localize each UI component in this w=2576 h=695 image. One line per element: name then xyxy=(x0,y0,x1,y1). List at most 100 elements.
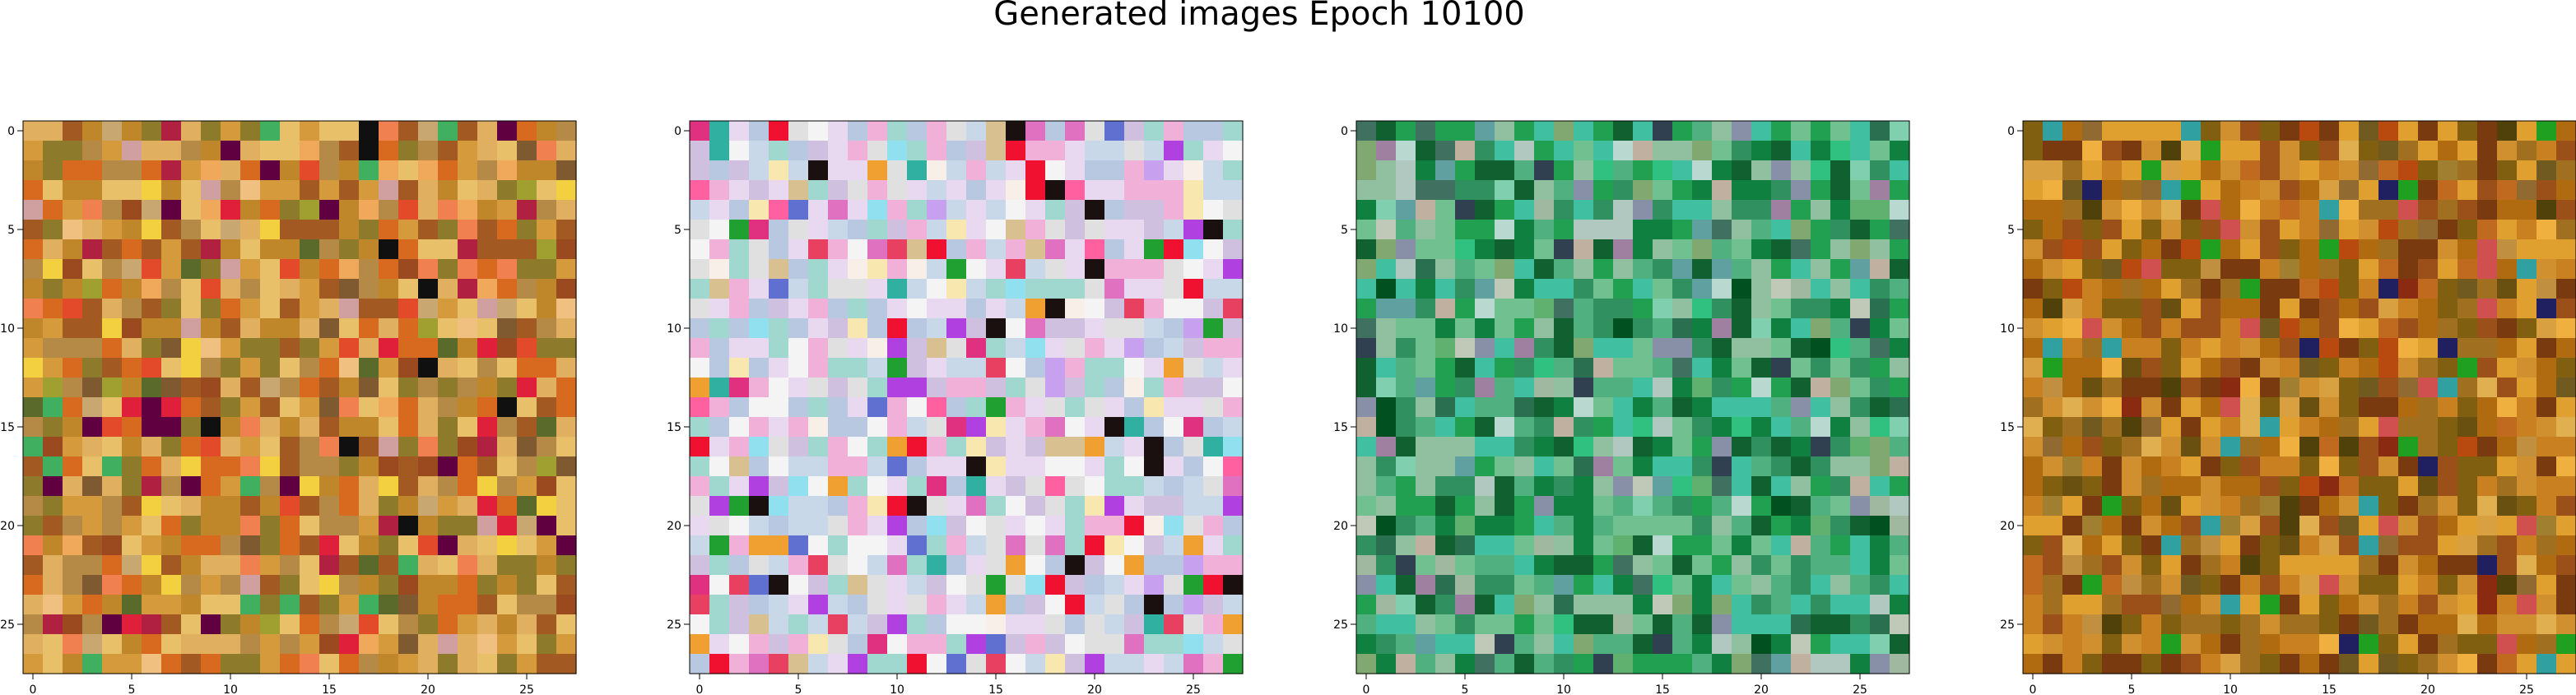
pixel-cell xyxy=(2536,614,2557,635)
pixel-cell xyxy=(1183,437,1204,457)
pixel-cell xyxy=(2457,516,2478,536)
pixel-cell xyxy=(1025,634,1046,655)
pixel-cell xyxy=(2398,535,2419,556)
pixel-cell xyxy=(1811,456,1831,477)
pixel-cell xyxy=(1593,476,1614,497)
pixel-cell xyxy=(23,516,44,536)
pixel-cell xyxy=(1633,654,1653,674)
pixel-cell xyxy=(2359,338,2379,359)
pixel-cell xyxy=(2201,259,2221,280)
pixel-cell xyxy=(359,220,379,240)
pixel-cell xyxy=(1830,239,1851,260)
pixel-cell xyxy=(1164,654,1184,674)
pixel-cell xyxy=(2161,516,2182,536)
pixel-cell xyxy=(63,634,83,655)
pixel-cell xyxy=(201,338,221,359)
pixel-cell xyxy=(1732,397,1752,418)
pixel-cell xyxy=(2438,121,2458,141)
pixel-cell xyxy=(1045,358,1066,378)
pixel-cell xyxy=(1870,476,1890,497)
pixel-cell xyxy=(161,476,182,497)
pixel-cell xyxy=(769,259,789,280)
pixel-cell xyxy=(181,456,202,477)
pixel-cell xyxy=(1732,535,1752,556)
pixel-cell xyxy=(1376,535,1397,556)
pixel-cell xyxy=(82,358,103,378)
pixel-cell xyxy=(1890,378,1910,398)
pixel-cell xyxy=(2418,654,2439,674)
pixel-cell xyxy=(2260,397,2281,418)
pixel-cell xyxy=(2497,535,2518,556)
pixel-cell xyxy=(788,476,809,497)
pixel-cell xyxy=(1593,180,1614,201)
pixel-cell xyxy=(1435,160,1456,181)
pixel-cell xyxy=(709,456,730,477)
pixel-cell xyxy=(517,634,537,655)
pixel-cell xyxy=(102,239,123,260)
pixel-cell xyxy=(1085,417,1105,438)
pixel-cell xyxy=(398,496,419,517)
pixel-cell xyxy=(1514,575,1535,595)
pixel-cell xyxy=(63,595,83,615)
pixel-cell xyxy=(1376,160,1397,181)
pixel-cell xyxy=(729,299,750,319)
pixel-cell xyxy=(1025,437,1046,457)
pixel-cell xyxy=(1164,476,1184,497)
pixel-cell xyxy=(2556,417,2576,438)
pixel-cell xyxy=(201,456,221,477)
pixel-cell xyxy=(1554,318,1574,339)
pixel-cell xyxy=(2398,555,2419,576)
pixel-cell xyxy=(1672,279,1693,299)
pixel-cell xyxy=(201,496,221,517)
pixel-cell xyxy=(946,456,967,477)
pixel-cell xyxy=(438,614,458,635)
pixel-cell xyxy=(729,378,750,398)
pixel-cell xyxy=(1653,535,1673,556)
pixel-cell xyxy=(887,318,908,339)
pixel-cell xyxy=(1554,141,1574,161)
pixel-cell xyxy=(2141,141,2162,161)
pixel-cell xyxy=(1514,535,1535,556)
pixel-cell xyxy=(907,496,928,517)
pixel-cell xyxy=(828,220,849,240)
pixel-cell xyxy=(2161,614,2182,635)
pixel-cell xyxy=(887,378,908,398)
pixel-cell xyxy=(1495,496,1515,517)
pixel-cell xyxy=(398,299,419,319)
pixel-cell xyxy=(438,160,458,181)
pixel-cell xyxy=(1356,654,1377,674)
pixel-cell xyxy=(828,654,849,674)
pixel-cell xyxy=(1495,180,1515,201)
pixel-cell xyxy=(1144,496,1165,517)
pixel-cell xyxy=(1850,180,1871,201)
pixel-cell xyxy=(221,456,241,477)
pixel-cell xyxy=(907,180,928,201)
pixel-cell xyxy=(2102,595,2123,615)
pixel-cell xyxy=(2260,239,2281,260)
pixel-cell xyxy=(1791,141,1811,161)
pixel-cell xyxy=(1751,200,1772,220)
pixel-cell xyxy=(1223,338,1244,359)
pixel-cell xyxy=(1376,397,1397,418)
pixel-cell xyxy=(517,259,537,280)
pixel-cell xyxy=(398,437,419,457)
pixel-cell xyxy=(1183,516,1204,536)
pixel-cell xyxy=(1495,614,1515,635)
pixel-cell xyxy=(2378,535,2399,556)
pixel-cell xyxy=(517,279,537,299)
pixel-cell xyxy=(2220,476,2241,497)
pixel-cell xyxy=(43,220,63,240)
pixel-cell xyxy=(82,239,103,260)
pixel-cell xyxy=(1203,378,1224,398)
pixel-cell xyxy=(729,141,750,161)
pixel-cell xyxy=(2082,378,2103,398)
pixel-cell xyxy=(1653,378,1673,398)
pixel-cell xyxy=(1455,654,1476,674)
pixel-cell xyxy=(2359,141,2379,161)
pixel-cell xyxy=(379,220,399,240)
pixel-cell xyxy=(2339,595,2360,615)
pixel-cell xyxy=(122,634,142,655)
pixel-cell xyxy=(2280,239,2300,260)
pixel-cell xyxy=(2299,397,2320,418)
pixel-cell xyxy=(43,555,63,576)
